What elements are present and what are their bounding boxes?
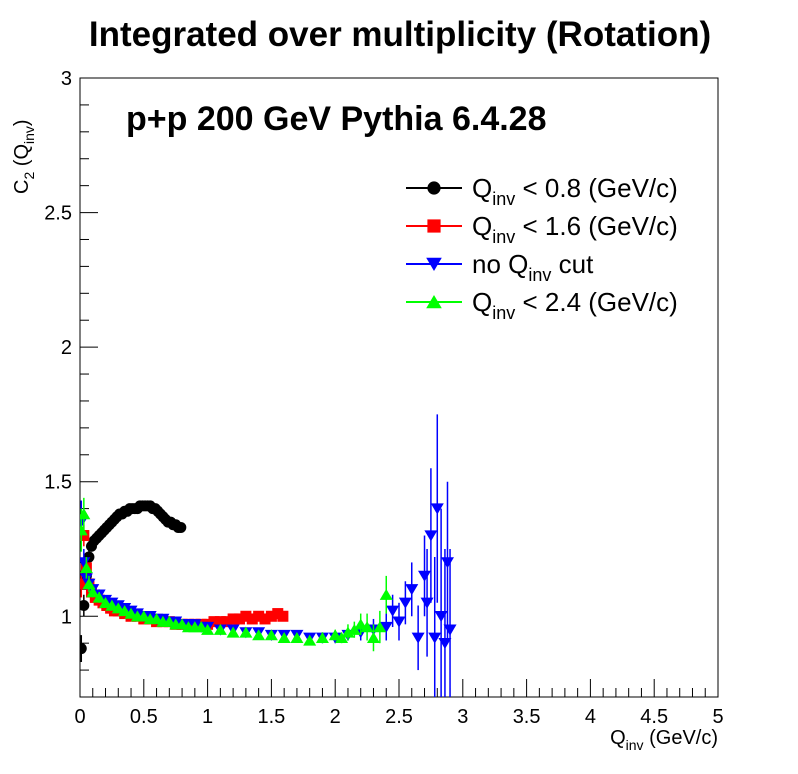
data-point: [405, 584, 419, 596]
y-tick-label: 1: [61, 606, 72, 628]
y-tick-label: 2.5: [44, 203, 72, 225]
x-tick-label: 1: [202, 706, 213, 728]
legend-label: Qinv < 2.4 (GeV/c): [472, 287, 678, 323]
data-point: [398, 597, 412, 609]
data-point: [290, 631, 304, 643]
legend-marker: [426, 257, 442, 272]
data-point: [418, 570, 432, 582]
data-point: [175, 521, 187, 533]
data-point: [373, 621, 387, 633]
data-point: [315, 631, 329, 643]
x-tick-label: 3.5: [513, 706, 541, 728]
data-point: [234, 613, 245, 625]
data-point: [82, 578, 96, 590]
data-point: [239, 626, 253, 638]
data-point: [213, 623, 227, 635]
data-point: [366, 631, 380, 643]
x-tick-label: 4.5: [640, 706, 668, 728]
data-point: [428, 632, 442, 644]
data-point: [430, 503, 444, 515]
x-tick-label: 1.5: [257, 706, 285, 728]
legend-marker: [427, 181, 441, 195]
data-point: [379, 621, 393, 633]
chart-title: Integrated over multiplicity (Rotation): [89, 15, 711, 54]
data-point: [265, 610, 277, 622]
x-tick-label: 3: [457, 706, 468, 728]
x-tick-label: 2: [330, 706, 341, 728]
x-tick-label: 0: [74, 706, 85, 728]
chart-annotation: p+p 200 GeV Pythia 6.4.28: [126, 100, 547, 138]
data-point: [80, 561, 93, 574]
data-point: [80, 524, 88, 536]
data-point: [360, 621, 374, 633]
data-point: [379, 588, 393, 600]
data-point: [80, 508, 91, 520]
x-tick-labels: 0 0.5 1 1.5 2 2.5 3 3.5 4 4.5 5: [74, 706, 723, 728]
y-tick-label: 1.5: [44, 472, 72, 494]
axis-ticks: [79, 77, 719, 698]
y-tick-labels: 1 1.5 2 2.5 3: [44, 68, 72, 628]
legend: Qinv < 0.8 (GeV/c)Qinv < 1.6 (GeV/c)no Q…: [406, 173, 678, 323]
data-point: [80, 578, 87, 590]
data-point: [221, 616, 233, 628]
data-point: [208, 616, 220, 628]
x-tick-label: 0.5: [130, 706, 158, 728]
data-point: [303, 634, 317, 646]
data-point: [411, 632, 425, 644]
data-point: [227, 613, 239, 625]
series-triangle-up: [80, 497, 393, 652]
data-point: [80, 643, 87, 655]
data-point: [80, 530, 90, 542]
y-tick-label: 3: [61, 68, 72, 90]
data-point: [92, 591, 106, 603]
data-point: [86, 586, 100, 598]
x-tick-label: 5: [712, 706, 723, 728]
data-point: [240, 610, 252, 622]
legend-label: Qinv < 0.8 (GeV/c): [472, 173, 678, 209]
data-point: [253, 610, 265, 622]
data-point: [443, 624, 457, 636]
legend-marker: [426, 294, 442, 309]
legend-label: Qinv < 1.6 (GeV/c): [472, 211, 678, 247]
x-tick-label: 4: [585, 706, 596, 728]
legend-marker: [427, 219, 441, 233]
y-tick-label: 2: [61, 337, 72, 359]
legend-label: no Qinv cut: [472, 249, 594, 285]
data-point: [440, 557, 454, 569]
data-point: [246, 613, 258, 625]
data-point: [277, 631, 291, 643]
data-point: [424, 530, 438, 542]
data-point: [226, 626, 240, 638]
data-point: [277, 610, 289, 622]
data-point: [264, 629, 278, 641]
data-layer: [80, 414, 457, 697]
x-tick-label: 2.5: [385, 706, 413, 728]
data-point: [252, 629, 266, 641]
data-point: [386, 605, 400, 617]
data-point: [392, 616, 406, 628]
x-axis-label: Qinv (GeV/c): [610, 727, 718, 753]
y-axis-label: C2 (Qinv): [11, 119, 37, 194]
data-point: [80, 557, 91, 569]
data-point: [259, 613, 271, 625]
data-point: [201, 623, 215, 635]
data-point: [80, 599, 90, 611]
data-point: [214, 616, 226, 628]
series-square: [80, 524, 289, 630]
